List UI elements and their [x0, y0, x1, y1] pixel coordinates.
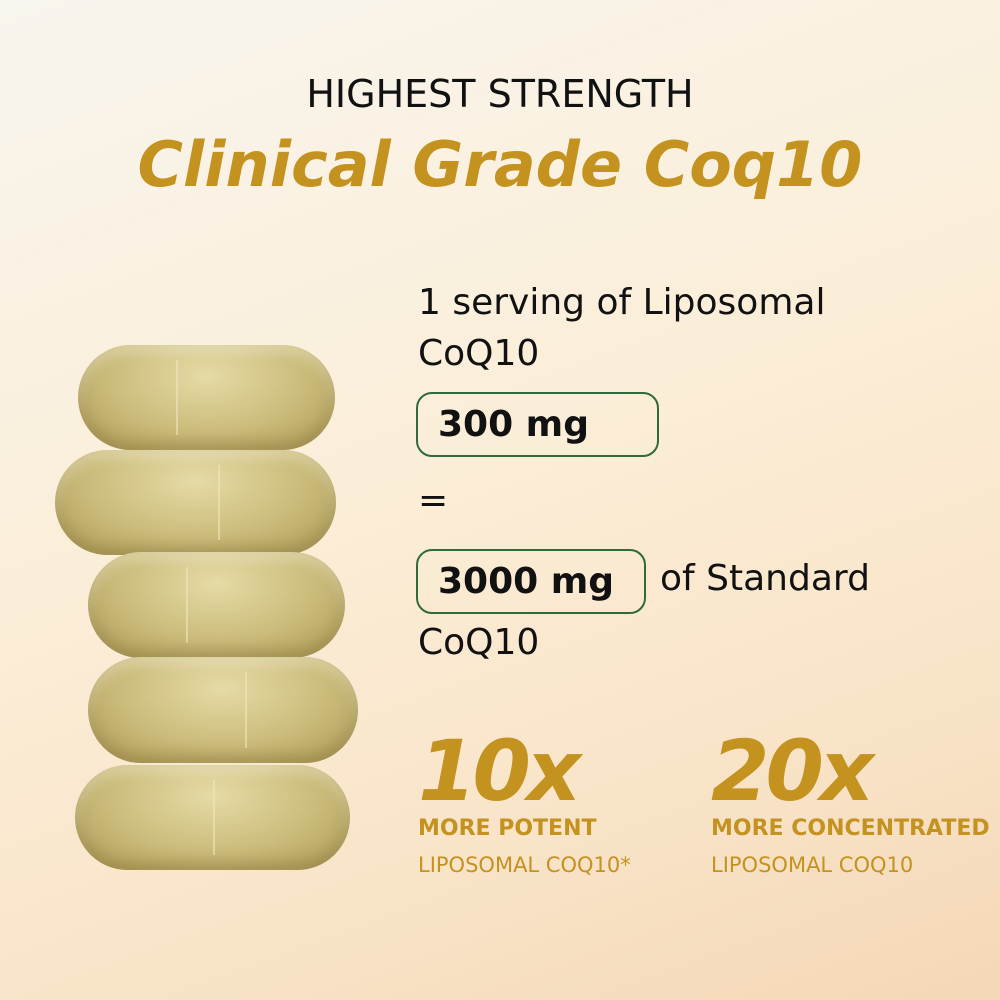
stat-label: MORE CONCENTRATED [711, 816, 990, 841]
standard-amount-badge: 3000 mg [416, 549, 646, 614]
liposomal-amount-badge: 300 mg [416, 392, 659, 457]
equals-sign: = [418, 480, 449, 521]
stat-potency: 10x MORE POTENT LIPOSOMAL COQ10* [418, 722, 631, 877]
stat-label: MORE POTENT [418, 816, 597, 841]
capsule [75, 765, 350, 870]
capsule [78, 345, 335, 450]
page-title: Clinical Grade Coq10 [137, 128, 863, 201]
standard-text-cont: CoQ10 [418, 622, 540, 663]
stat-value: 20x [711, 722, 874, 820]
stat-sub: LIPOSOMAL COQ10 [711, 853, 914, 877]
capsule [88, 552, 345, 658]
stat-sub: LIPOSOMAL COQ10* [418, 853, 631, 877]
serving-text: 1 serving of Liposomal [418, 282, 826, 323]
stat-value: 10x [418, 722, 581, 820]
serving-text-cont: CoQ10 [418, 333, 540, 374]
capsule [55, 450, 336, 555]
stat-concentration: 20x MORE CONCENTRATED LIPOSOMAL COQ10 [711, 722, 990, 877]
standard-text: of Standard [660, 558, 870, 599]
capsule [88, 657, 358, 763]
kicker-heading: HIGHEST STRENGTH [306, 72, 694, 116]
